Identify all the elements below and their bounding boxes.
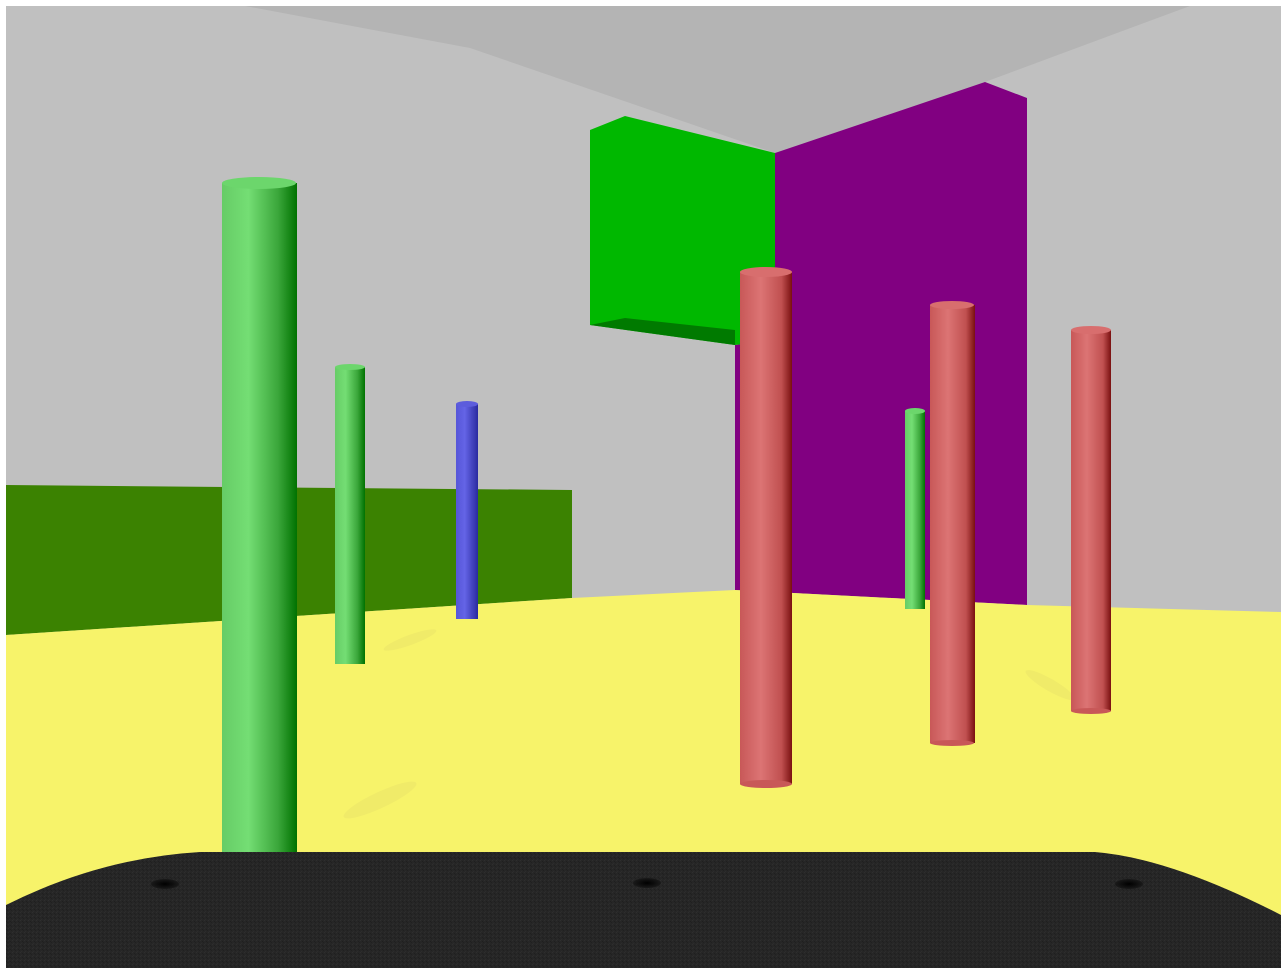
floor-shadow — [383, 629, 437, 651]
blue-pillar — [456, 401, 478, 619]
agent-hole — [151, 879, 179, 889]
green-pillar-far — [905, 408, 925, 609]
green-pillar-mid — [335, 364, 365, 664]
green-block — [590, 116, 775, 345]
red-pillar-right — [1071, 326, 1111, 714]
agent-hole — [1115, 879, 1143, 889]
floor-shadow — [1025, 670, 1075, 700]
green-pillar-near — [222, 177, 297, 853]
floor-shadow — [343, 781, 417, 819]
frame-left — [0, 0, 6, 968]
red-pillar-left — [740, 267, 792, 788]
red-pillar-center — [930, 301, 975, 746]
agent-base — [6, 852, 1281, 968]
frame-top — [0, 0, 1281, 6]
ceiling — [245, 6, 1190, 153]
agent-hole — [633, 878, 661, 888]
